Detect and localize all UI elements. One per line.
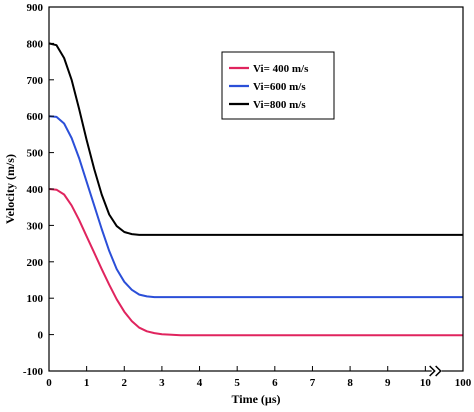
- x-tick-label: 1: [84, 377, 90, 389]
- x-tick-label: 0: [46, 377, 52, 389]
- y-tick-label: 500: [27, 148, 44, 160]
- legend-label-2: Vi=600 m/s: [253, 81, 306, 93]
- y-tick-label: 600: [27, 111, 44, 123]
- y-tick-label: -100: [23, 366, 44, 378]
- x-tick-label: 4: [197, 377, 203, 389]
- legend: Vi= 400 m/s Vi=600 m/s Vi=800 m/s: [221, 51, 335, 120]
- legend-label-3: Vi=800 m/s: [253, 99, 306, 111]
- x-axis-title: Time (µs): [231, 392, 280, 406]
- y-tick-label: 900: [27, 2, 44, 14]
- y-tick-label: 0: [38, 330, 44, 342]
- series-layer: [48, 42, 463, 337]
- series-line-1: [48, 188, 463, 337]
- axis-break-mark: [429, 365, 436, 377]
- y-axis-title: Velocity (m/s): [3, 154, 17, 224]
- y-tick-label: 300: [27, 220, 44, 232]
- legend-label-1: Vi= 400 m/s: [253, 63, 309, 75]
- axes-layer: 0 1 2 3 4 5 6 7 8 9 10 100-100010020030040050060070…: [3, 2, 472, 406]
- y-tick-label: 700: [27, 75, 44, 87]
- axis-break-gap: [431, 367, 442, 375]
- x-tick-label: 9: [385, 377, 391, 389]
- x-tick-label: 7: [310, 377, 316, 389]
- x-tick-label: 8: [347, 377, 353, 389]
- x-tick-label: 5: [234, 377, 240, 389]
- y-tick-label: 200: [27, 257, 44, 269]
- x-tick-label: 2: [122, 377, 128, 389]
- y-tick-label: 400: [27, 184, 44, 196]
- axis-break-mark: [435, 365, 442, 377]
- x-tick-label: 3: [159, 377, 165, 389]
- y-tick-label: 800: [27, 38, 44, 50]
- series-line-2: [48, 115, 463, 299]
- x-tick-label: 10: [420, 377, 432, 389]
- y-tick-label: 100: [27, 293, 44, 305]
- series-line-3: [48, 42, 463, 236]
- x-tick-label: 6: [272, 377, 278, 389]
- x-tick-label: 100: [455, 377, 472, 389]
